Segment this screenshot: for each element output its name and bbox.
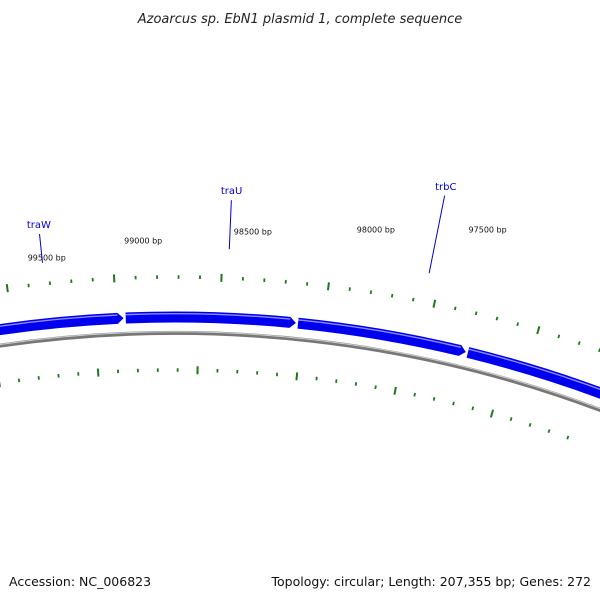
accession-text: Accession: NC_006823: [9, 574, 151, 589]
inner-tick-major: [295, 372, 299, 381]
topology-summary: Topology: circular; Length: 207,355 bp; …: [271, 574, 592, 589]
gene-label-leader: [228, 200, 232, 250]
outer-tick-minor: [516, 322, 520, 327]
inner-tick-major: [393, 386, 397, 395]
backbone-arc: [0, 331, 600, 413]
gene-arrow: [297, 317, 466, 356]
outer-tick-minor: [577, 341, 581, 346]
outer-tick-minor: [557, 334, 561, 339]
inner-tick-track: [0, 366, 570, 440]
gene-arrow-highlight: [0, 314, 118, 327]
gene-track: [0, 311, 600, 399]
inner-tick-minor: [509, 417, 513, 422]
outer-tick-major: [326, 282, 330, 291]
outer-tick-minor: [390, 293, 394, 298]
inner-tick-minor: [471, 406, 475, 411]
outer-tick-track: [5, 273, 600, 353]
inner-tick-minor: [374, 385, 377, 390]
outer-tick-minor: [454, 306, 457, 311]
inner-tick-minor: [413, 392, 416, 397]
inner-tick-minor: [452, 401, 455, 406]
inner-tick-minor: [354, 382, 358, 386]
inner-tick-minor: [547, 429, 551, 434]
bp-label-layer: 99500 bp 99000 bp 98500 bp 98000 bp 97500 bp: [28, 225, 507, 262]
inner-tick-minor: [566, 435, 570, 440]
gene-label: trbC: [435, 182, 456, 193]
bp-position-label: 98500 bp: [234, 227, 272, 236]
outer-tick-minor: [495, 316, 499, 321]
outer-tick-major: [5, 284, 9, 293]
bp-position-label: 98000 bp: [357, 225, 395, 234]
bp-position-label: 99000 bp: [124, 236, 162, 245]
outer-tick-major: [432, 299, 437, 308]
map-title: Azoarcus sp. EbN1 plasmid 1, complete se…: [137, 12, 462, 27]
outer-tick-major: [536, 326, 541, 335]
gene-label-leader: [39, 233, 43, 263]
sequence-backbone: [0, 331, 600, 413]
gene-arrow-highlight: [298, 319, 461, 349]
inner-tick-major: [489, 409, 495, 418]
backbone-highlight: [0, 331, 600, 410]
gene-label: traW: [27, 220, 51, 231]
gene-arrow: [466, 347, 600, 399]
inner-tick-minor: [432, 397, 436, 401]
inner-tick-major: [96, 368, 100, 377]
gene-label-leader: [428, 195, 446, 274]
gene-label: traU: [221, 186, 242, 197]
outer-tick-minor: [412, 297, 415, 302]
bp-position-label: 97500 bp: [469, 226, 507, 235]
inner-tick-minor: [528, 422, 532, 427]
outer-tick-minor: [369, 290, 373, 295]
gene-arrow-highlight: [125, 313, 291, 320]
gene-label-layer: traWtraUtrbCtraN: [27, 182, 456, 274]
bp-position-label: 99500 bp: [28, 253, 66, 262]
gene-arrow: [0, 312, 124, 336]
gene-arrow-highlight: [468, 348, 600, 391]
outer-tick-minor: [474, 311, 478, 316]
